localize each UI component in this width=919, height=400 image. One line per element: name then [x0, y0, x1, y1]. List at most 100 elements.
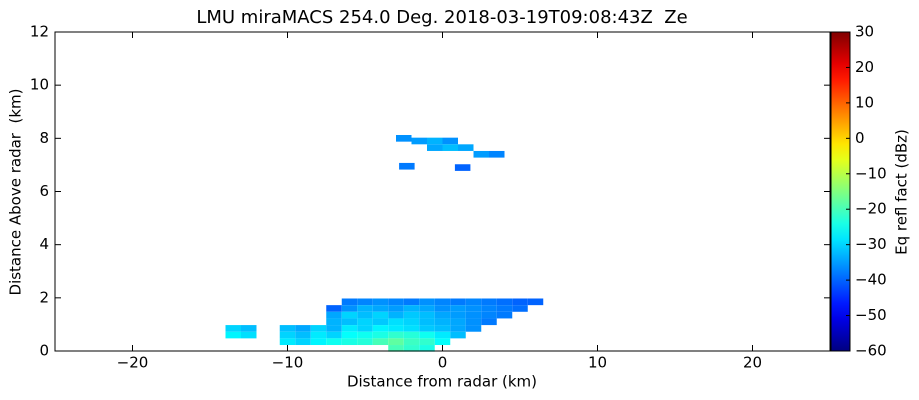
colorbar-label: Eq refl fact (dBz) [893, 129, 911, 255]
echo-cell [388, 318, 404, 326]
colorbar-tick-label: 20 [855, 58, 874, 76]
echo-cell [279, 325, 296, 332]
echo-cell [434, 298, 451, 306]
y-tick-label: 10 [30, 76, 49, 94]
echo-cell [450, 325, 466, 332]
echo-cell [481, 311, 497, 319]
colorbar-tick-label: 10 [855, 93, 874, 111]
echo-cell [419, 305, 435, 312]
echo-cell [458, 144, 474, 151]
echo-cell [419, 345, 435, 352]
echo-cell [372, 325, 389, 332]
echo-cell [241, 331, 257, 339]
echo-cell [496, 305, 513, 312]
echo-cell [388, 311, 404, 319]
echo-cell [341, 311, 358, 319]
echo-cell [372, 331, 389, 339]
echo-cell [496, 311, 513, 319]
colorbar-tick-label: −20 [855, 200, 887, 218]
echo-cell [434, 331, 451, 339]
echo-cell [450, 305, 466, 312]
echo-cell [326, 311, 342, 319]
y-tick-label: 2 [39, 288, 49, 306]
echo-cell [419, 318, 435, 326]
echo-cell [225, 331, 241, 339]
colorbar-tick-label: −10 [855, 164, 887, 182]
echo-cell [434, 325, 451, 332]
echo-cell [310, 338, 327, 346]
echo-cell [372, 338, 389, 346]
echo-cell [465, 318, 482, 326]
echo-cell [341, 331, 358, 339]
echo-cell [419, 331, 435, 339]
echo-cell [442, 144, 458, 151]
echo-cell [427, 144, 443, 151]
echo-cell [372, 305, 389, 312]
echo-cell [357, 331, 373, 339]
y-tick-label: 12 [30, 23, 49, 41]
cells [225, 135, 544, 352]
echo-cell [279, 331, 296, 339]
colorbar [830, 31, 851, 352]
echo-cell [326, 325, 342, 332]
echo-cell [527, 298, 544, 306]
echo-cell [450, 298, 466, 306]
echo-cell [403, 338, 420, 346]
echo-cell [357, 305, 373, 312]
echo-cell [310, 325, 327, 332]
echo-cell [295, 331, 311, 339]
echo-cell [372, 298, 389, 306]
y-tick-label: 4 [39, 235, 49, 253]
echo-cell [434, 318, 451, 326]
echo-cell [388, 305, 404, 312]
echo-cell [512, 305, 528, 312]
colorbar-tick-label: 30 [855, 23, 874, 41]
echo-cell [310, 331, 327, 339]
x-tick-label: −10 [272, 354, 304, 372]
echo-cell [465, 311, 482, 319]
echo-cell [326, 331, 342, 339]
x-tick-label: 20 [743, 354, 762, 372]
echo-cell [427, 137, 443, 145]
colorbar-tick-label: −30 [855, 235, 887, 253]
echo-cell [403, 325, 420, 332]
echo-cell [481, 318, 497, 326]
echo-cell [481, 298, 497, 306]
echo-cell [295, 325, 311, 332]
echo-cell [419, 311, 435, 319]
echo-cell [434, 305, 451, 312]
echo-cell [454, 164, 471, 171]
chart-title: LMU miraMACS 254.0 Deg. 2018-03-19T09:08… [196, 7, 687, 28]
echo-cell [399, 162, 415, 170]
echo-cell [442, 137, 458, 145]
echo-cell [434, 338, 451, 346]
echo-cell [403, 345, 420, 352]
echo-cell [225, 325, 241, 332]
echo-cell [357, 298, 373, 306]
colorbar-tick-label: −50 [855, 306, 887, 324]
echo-cell [357, 311, 373, 319]
echo-cell [450, 311, 466, 319]
echo-cell [326, 305, 342, 312]
colorbar-tick-label: −40 [855, 271, 887, 289]
x-tick-label: 0 [438, 354, 448, 372]
echo-cell [341, 305, 358, 312]
echo-cell [403, 305, 420, 312]
echo-cell [450, 318, 466, 326]
echo-cell [434, 311, 451, 319]
echo-cell [396, 135, 412, 142]
echo-cell [419, 325, 435, 332]
echo-cell [341, 325, 358, 332]
y-tick-label: 8 [39, 129, 49, 147]
echo-cell [341, 318, 358, 326]
echo-cell [403, 298, 420, 306]
echo-cell [481, 305, 497, 312]
echo-cell [388, 331, 404, 339]
colorbar-tick-label: −60 [855, 342, 887, 360]
echo-cell [388, 338, 404, 346]
echo-cell [372, 311, 389, 319]
echo-cell [473, 150, 489, 158]
x-tick-label: 10 [588, 354, 607, 372]
